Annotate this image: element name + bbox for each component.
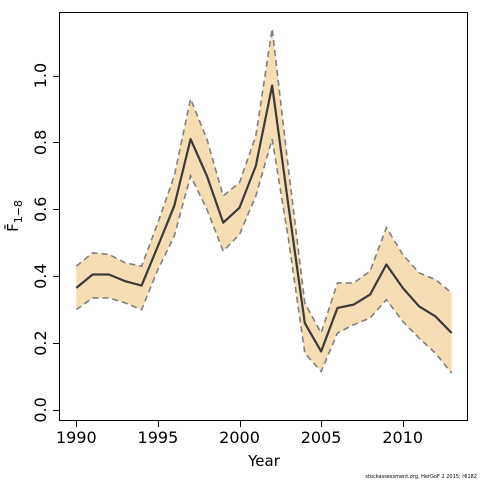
y-tick-label: 0.4 xyxy=(31,263,50,288)
credit-text: stockassessment.org, HerGoF 2 2015; r618… xyxy=(365,474,477,480)
confidence-band xyxy=(76,28,452,374)
x-tick-label: 2005 xyxy=(301,428,342,447)
y-axis: 0.0 0.2 0.4 0.6 0.8 1.0 xyxy=(31,63,60,423)
y-axis-title-subscript: 1−8 xyxy=(12,200,25,223)
series-lines xyxy=(75,28,453,374)
upper-bound-line xyxy=(75,28,453,336)
x-tick-label: 1990 xyxy=(56,428,97,447)
x-tick-label: 1995 xyxy=(138,428,179,447)
confidence-band-area xyxy=(76,28,452,374)
y-axis-title: F̄1−8 xyxy=(3,200,25,232)
svg-text:F̄1−8: F̄1−8 xyxy=(3,200,25,232)
y-axis-title-main: F̄ xyxy=(3,223,22,232)
estimate-line xyxy=(75,84,453,353)
lower-bound-line xyxy=(75,138,453,374)
y-tick-label: 0.6 xyxy=(31,197,50,222)
x-axis: 1990 1995 2000 2005 2010 xyxy=(56,420,423,447)
x-tick-label: 2010 xyxy=(382,428,423,447)
y-tick-label: 1.0 xyxy=(31,63,50,88)
x-axis-title: Year xyxy=(247,452,281,470)
y-tick-label: 0.2 xyxy=(31,330,50,355)
y-tick-label: 0.8 xyxy=(31,130,50,155)
y-tick-label: 0.0 xyxy=(31,397,50,422)
x-tick-label: 2000 xyxy=(219,428,260,447)
